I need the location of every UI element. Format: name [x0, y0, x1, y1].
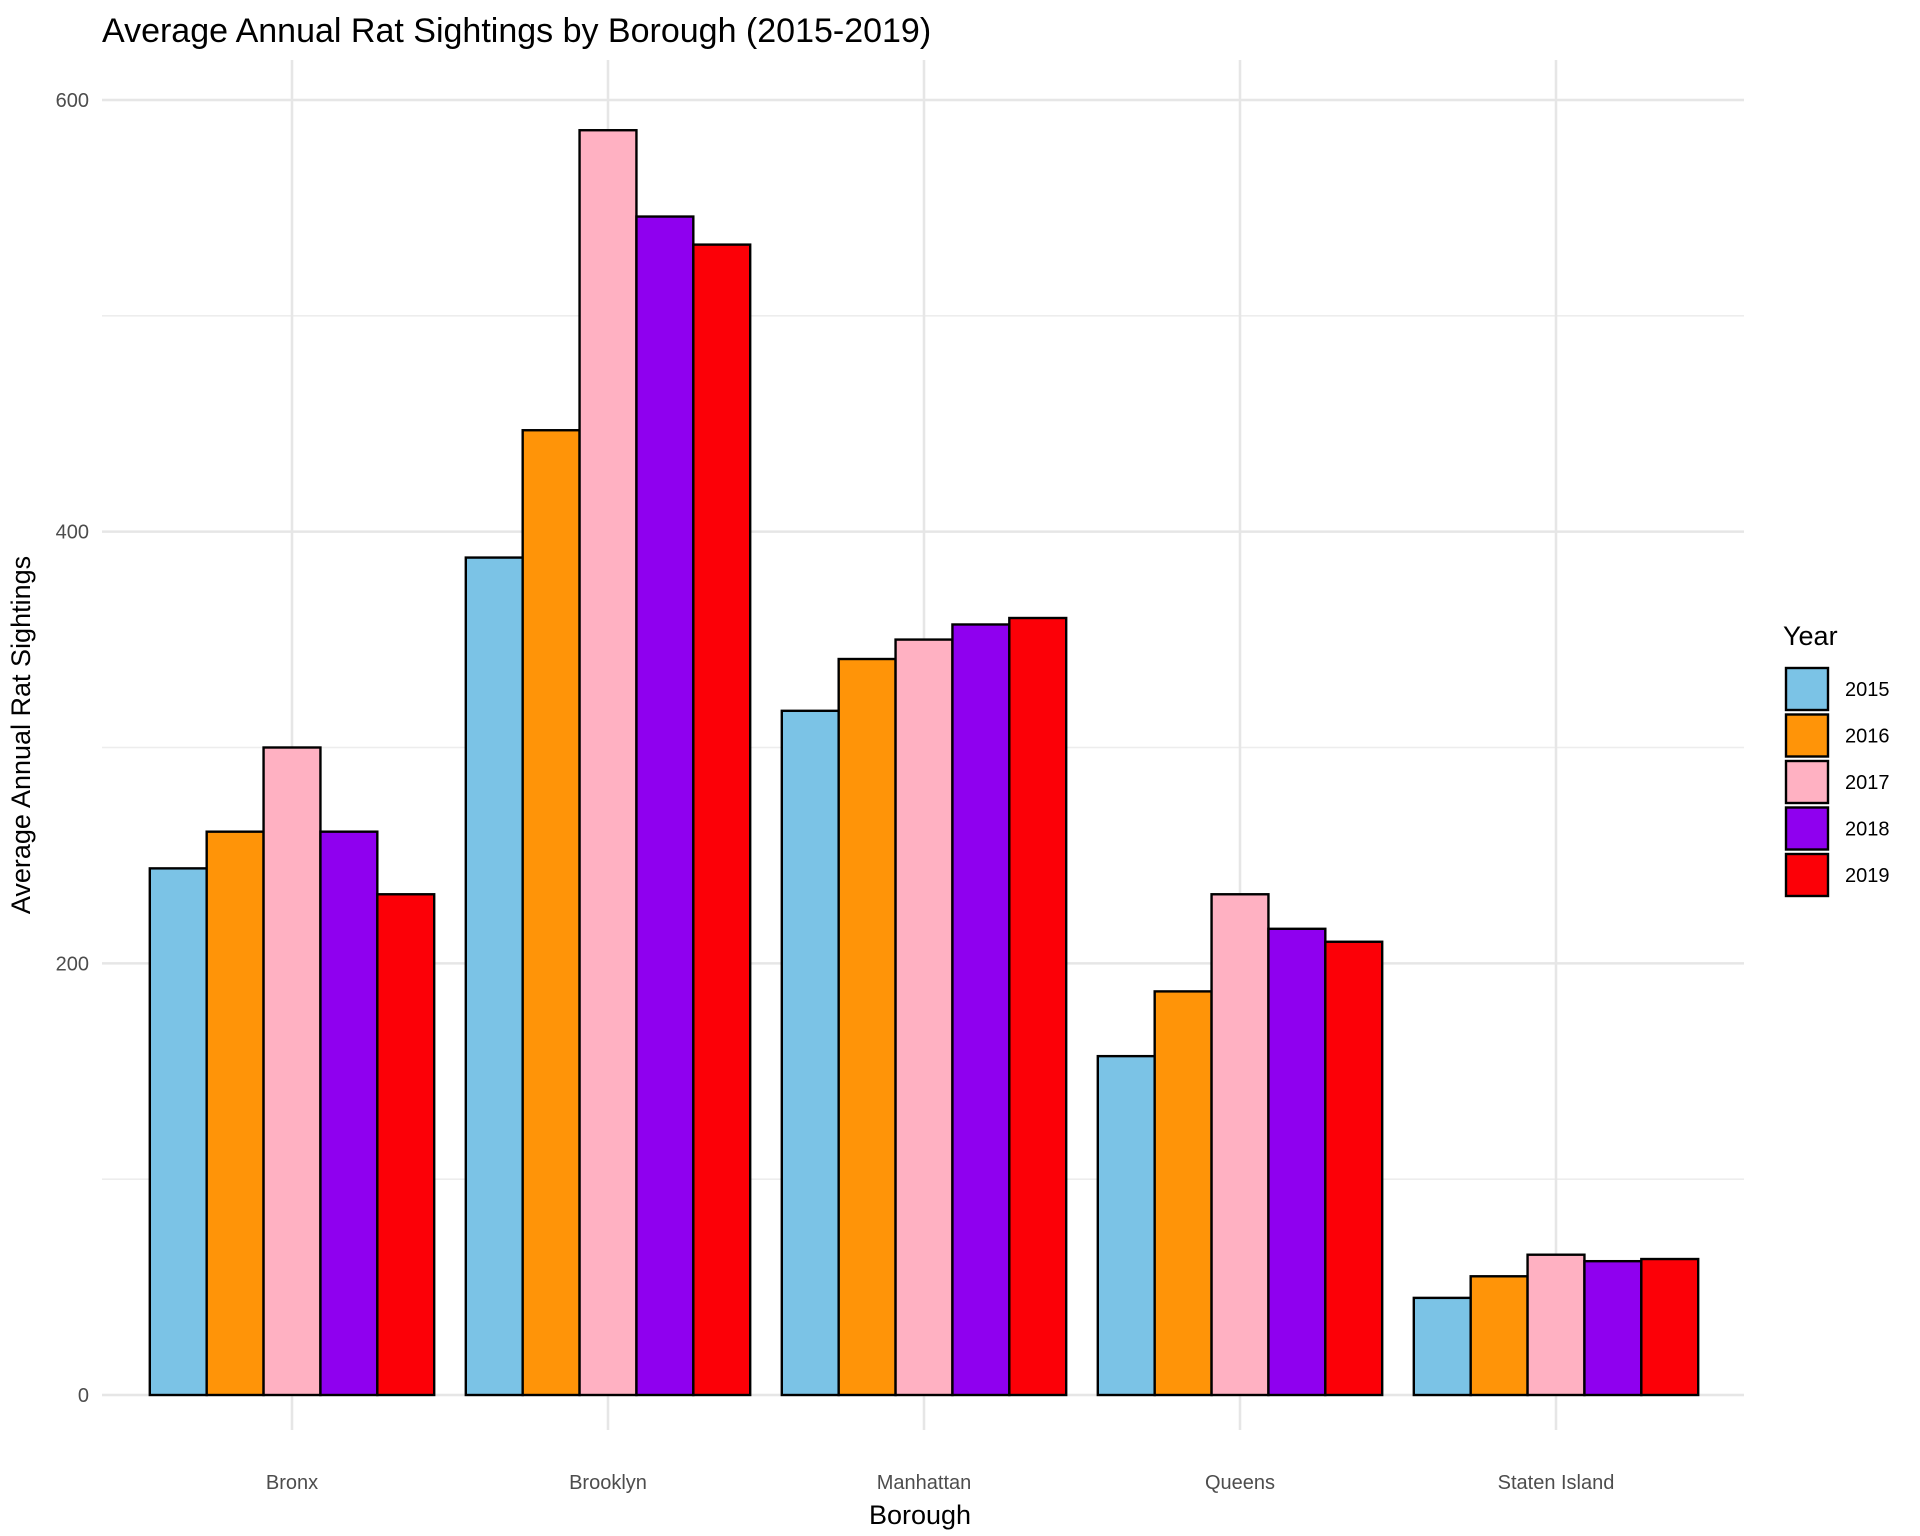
bar	[635, 215, 695, 1397]
x-axis-ticks: Bronx Brooklyn Manhattan Queens Staten Islan…	[266, 1472, 1615, 1494]
bar	[894, 638, 954, 1397]
bar	[1210, 893, 1270, 1397]
y-tick-label: 600	[56, 90, 89, 112]
x-tick-label: Brooklyn	[569, 1472, 647, 1494]
legend-key	[1784, 759, 1830, 805]
legend-label: 2019	[1845, 865, 1890, 887]
bar	[1469, 1275, 1529, 1397]
y-axis-title: Average Annual Rat Sightings	[6, 556, 36, 914]
bar	[780, 709, 840, 1397]
x-tick-label: Manhattan	[877, 1472, 972, 1494]
x-axis-title: Borough	[869, 1500, 971, 1530]
y-tick-label: 0	[78, 1385, 89, 1407]
bar	[1583, 1259, 1643, 1397]
x-tick-label: Bronx	[266, 1472, 318, 1494]
bar	[1526, 1253, 1586, 1397]
bar	[692, 243, 752, 1397]
bar	[1096, 1054, 1156, 1397]
legend-label: 2016	[1845, 726, 1890, 748]
bar	[1640, 1257, 1700, 1397]
legend-label: 2015	[1845, 679, 1890, 701]
bar	[951, 623, 1011, 1397]
y-tick-label: 200	[56, 953, 89, 975]
y-axis-ticks: 0 200 400 600	[56, 90, 89, 1407]
legend-key	[1784, 713, 1830, 758]
bar	[464, 556, 524, 1397]
chart-title: Average Annual Rat Sightings by Borough …	[102, 12, 931, 50]
bar	[1153, 990, 1213, 1397]
bar	[1008, 616, 1068, 1397]
bar	[1412, 1296, 1472, 1397]
legend: Year 2015 2016 2017 2018 2019	[1783, 621, 1890, 898]
y-tick-label: 400	[56, 522, 89, 544]
bar	[1324, 940, 1384, 1397]
legend-label: 2018	[1845, 819, 1890, 841]
bar	[1267, 927, 1327, 1397]
bars	[148, 129, 1700, 1397]
legend-key	[1784, 666, 1830, 712]
bar	[521, 429, 581, 1397]
bar	[376, 893, 436, 1397]
bar	[319, 830, 379, 1397]
legend-label: 2017	[1845, 772, 1890, 794]
x-tick-label: Queens	[1205, 1472, 1275, 1494]
bar	[837, 657, 897, 1397]
x-tick-label: Staten Island	[1498, 1472, 1615, 1494]
bar	[148, 867, 208, 1397]
bar	[578, 129, 638, 1397]
legend-key	[1784, 852, 1830, 898]
bar	[262, 746, 322, 1397]
legend-key	[1784, 806, 1830, 851]
bar	[205, 830, 265, 1397]
legend-title: Year	[1783, 621, 1838, 651]
